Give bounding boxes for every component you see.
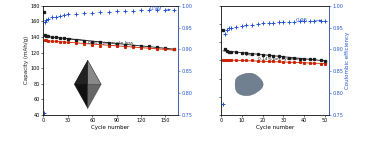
Y-axis label: Capacity (mAh/g): Capacity (mAh/g) xyxy=(23,36,29,84)
Polygon shape xyxy=(235,73,263,96)
X-axis label: Cycle number: Cycle number xyxy=(91,125,130,130)
Y-axis label: Coulombic efficiency: Coulombic efficiency xyxy=(345,32,350,89)
Text: 0.14% per-cycle loss: 0.14% per-cycle loss xyxy=(245,54,303,60)
Text: 0.99: 0.99 xyxy=(149,7,161,12)
X-axis label: Cycle number: Cycle number xyxy=(256,125,294,130)
Polygon shape xyxy=(88,60,101,84)
Polygon shape xyxy=(88,60,101,108)
Polygon shape xyxy=(74,60,88,108)
Polygon shape xyxy=(74,60,88,84)
Text: 0.05% per-cycle loss: 0.05% per-cycle loss xyxy=(69,38,133,45)
Text: 0.95: 0.95 xyxy=(296,18,308,23)
